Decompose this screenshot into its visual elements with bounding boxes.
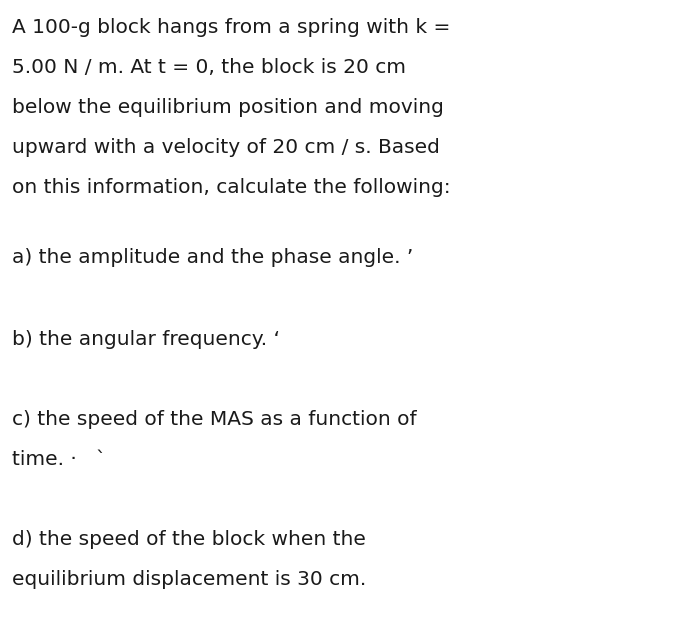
Text: equilibrium displacement is 30 cm.: equilibrium displacement is 30 cm. xyxy=(12,570,366,589)
Text: time. ·   `: time. · ` xyxy=(12,450,106,469)
Text: on this information, calculate the following:: on this information, calculate the follo… xyxy=(12,178,451,197)
Text: c) the speed of the MAS as a function of: c) the speed of the MAS as a function of xyxy=(12,410,416,429)
Text: upward with a velocity of 20 cm / s. Based: upward with a velocity of 20 cm / s. Bas… xyxy=(12,138,440,157)
Text: a) the amplitude and the phase angle. ’: a) the amplitude and the phase angle. ’ xyxy=(12,248,413,267)
Text: d) the speed of the block when the: d) the speed of the block when the xyxy=(12,530,366,549)
Text: below the equilibrium position and moving: below the equilibrium position and movin… xyxy=(12,98,444,117)
Text: 5.00 N / m. At t = 0, the block is 20 cm: 5.00 N / m. At t = 0, the block is 20 cm xyxy=(12,58,406,77)
Text: A 100-g block hangs from a spring with k =: A 100-g block hangs from a spring with k… xyxy=(12,18,450,37)
Text: b) the angular frequency. ‘: b) the angular frequency. ‘ xyxy=(12,330,280,349)
